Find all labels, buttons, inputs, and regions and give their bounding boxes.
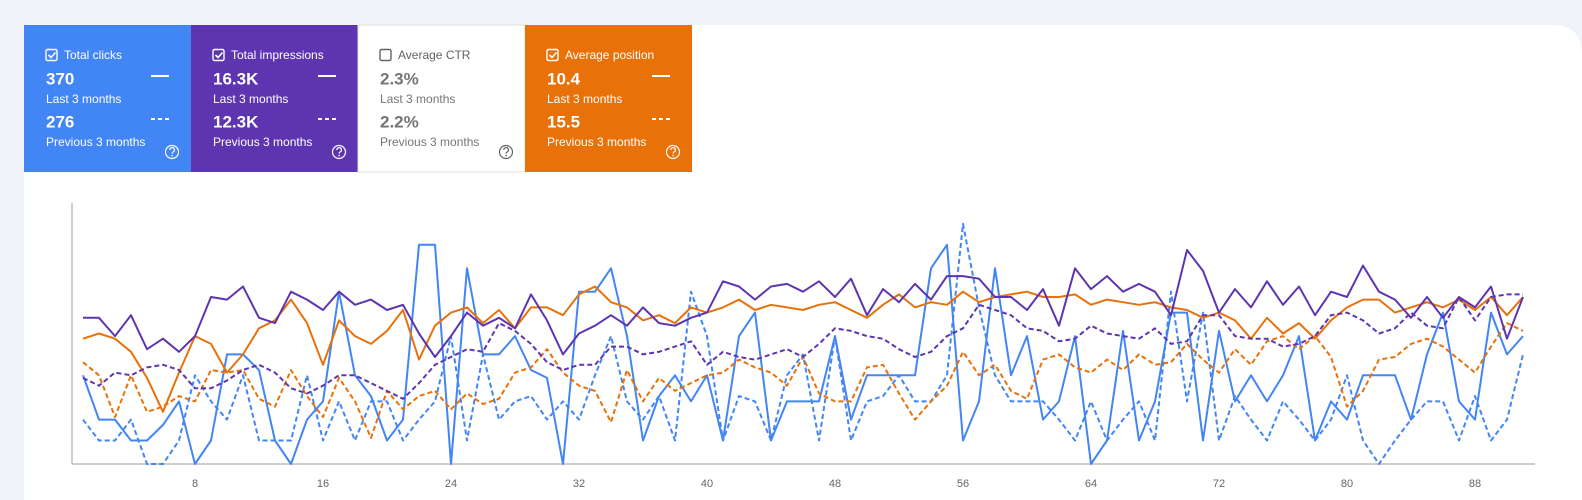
metric-current: 16.3K [213,69,259,88]
help-glyph [503,147,509,154]
help-icon[interactable] [665,144,681,160]
metric-name: Average position [565,48,654,62]
checkbox[interactable] [212,48,225,62]
metric-name: Average CTR [398,48,471,62]
metric-name: Total impressions [231,48,324,62]
metric-name: Total clicks [64,48,122,62]
current-period-line [82,285,1524,413]
help-icon[interactable] [164,144,180,160]
metric-previous-label: Previous 3 months [46,135,145,149]
metric-previous-label: Previous 3 months [547,135,646,149]
metric-previous-label: Previous 3 months [380,135,479,149]
metric-current-label: Last 3 months [380,92,455,106]
x-tick-label: 8 [192,478,198,490]
x-tick-label: 72 [1213,478,1225,490]
metric-current-label: Last 3 months [547,92,622,106]
metric-previous: 2.2% [380,112,419,131]
current-period-line [82,243,1524,465]
x-tick-label: 16 [317,478,329,490]
metric-previous: 12.3K [213,112,259,131]
metric-previous-label: Previous 3 months [213,135,312,149]
metric-current-label: Last 3 months [46,92,121,106]
x-tick-label: 64 [1085,478,1097,490]
checkbox[interactable] [379,48,392,62]
help-glyph [169,147,175,154]
help-dot [171,154,173,157]
help-dot [505,154,507,157]
x-tick-label: 80 [1341,478,1353,490]
checkmark [47,51,57,59]
x-tick-label: 56 [957,478,969,490]
metric-current: 370 [46,69,74,88]
metric-previous: 276 [46,112,74,131]
x-tick-label: 48 [829,478,841,490]
previous-period-line [82,293,1523,400]
help-glyph [336,147,342,154]
help-dot [338,154,340,157]
x-tick-label: 88 [1469,478,1481,490]
metric-previous: 15.5 [547,112,580,131]
checkbox[interactable] [45,48,58,62]
metric-current: 2.3% [380,69,419,88]
checkmark [548,51,558,59]
checkbox[interactable] [546,48,559,62]
x-tick-label: 32 [573,478,585,490]
previous-period-line [82,222,1524,465]
metric-current-label: Last 3 months [213,92,288,106]
help-glyph [670,147,676,154]
x-tick-label: 24 [445,478,457,490]
current-period-line [83,249,1524,358]
help-icon[interactable] [331,144,347,160]
metric-current: 10.4 [547,69,581,88]
help-icon[interactable] [498,144,514,160]
x-tick-label: 40 [701,478,713,490]
help-dot [672,154,674,157]
checkmark [214,51,224,59]
